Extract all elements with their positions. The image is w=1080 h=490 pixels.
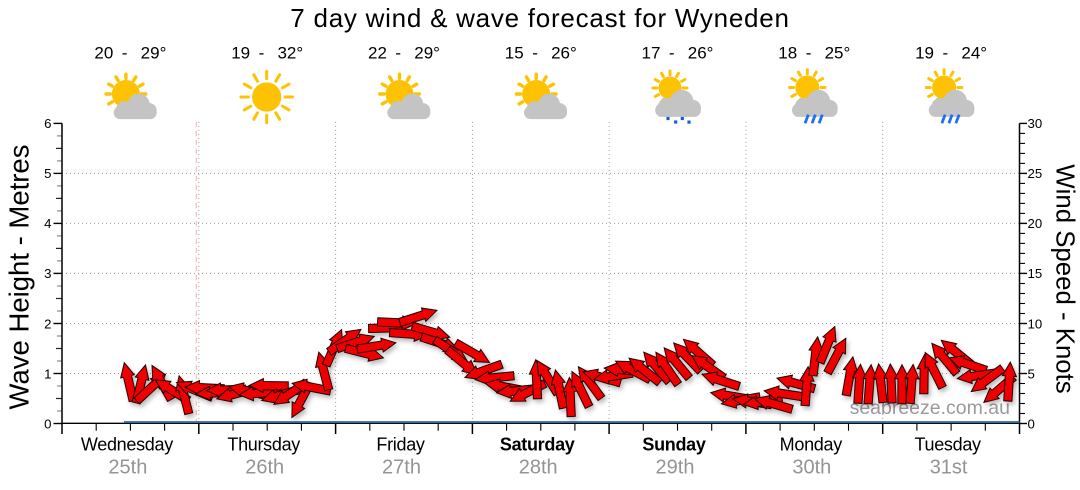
- svg-text:28th: 28th: [519, 457, 558, 479]
- svg-text:19 - 24°: 19 - 24°: [915, 44, 987, 63]
- svg-text:2: 2: [44, 316, 51, 331]
- svg-text:5: 5: [1028, 366, 1035, 381]
- svg-text:Friday: Friday: [376, 435, 425, 455]
- svg-text:Tuesday: Tuesday: [914, 435, 981, 455]
- svg-text:27th: 27th: [382, 457, 421, 479]
- svg-text:30th: 30th: [792, 457, 831, 479]
- svg-text:Wind Speed - Knots: Wind Speed - Knots: [1051, 164, 1079, 393]
- svg-text:1: 1: [44, 366, 51, 381]
- svg-text:29th: 29th: [656, 457, 695, 479]
- svg-text:19 - 32°: 19 - 32°: [231, 44, 303, 63]
- svg-text:20: 20: [1028, 216, 1043, 231]
- svg-text:Wednesday: Wednesday: [81, 435, 173, 455]
- svg-text:4: 4: [44, 216, 51, 231]
- svg-text:3: 3: [44, 266, 51, 281]
- svg-text:Thursday: Thursday: [227, 435, 300, 455]
- svg-text:Saturday: Saturday: [500, 435, 575, 455]
- svg-text:15: 15: [1028, 266, 1043, 281]
- svg-text:Monday: Monday: [780, 435, 843, 455]
- svg-text:5: 5: [44, 166, 51, 181]
- svg-text:25th: 25th: [108, 457, 147, 479]
- svg-text:26th: 26th: [245, 457, 284, 479]
- svg-text:31st: 31st: [930, 457, 968, 479]
- svg-text:6: 6: [44, 116, 51, 131]
- svg-text:Sunday: Sunday: [642, 435, 706, 455]
- svg-text:Wave Height - Metres: Wave Height - Metres: [4, 145, 35, 410]
- svg-text:10: 10: [1028, 316, 1043, 331]
- svg-text:0: 0: [44, 416, 51, 431]
- svg-text:25: 25: [1028, 166, 1043, 181]
- svg-text:7 day wind & wave forecast for: 7 day wind & wave forecast for Wyneden: [290, 3, 789, 33]
- svg-text:15 - 26°: 15 - 26°: [505, 44, 577, 63]
- svg-text:0: 0: [1028, 416, 1035, 431]
- svg-text:18 - 25°: 18 - 25°: [778, 44, 850, 63]
- svg-text:30: 30: [1028, 116, 1043, 131]
- svg-text:17 - 26°: 17 - 26°: [641, 44, 713, 63]
- svg-text:22 - 29°: 22 - 29°: [368, 44, 440, 63]
- svg-text:20 - 29°: 20 - 29°: [94, 44, 166, 63]
